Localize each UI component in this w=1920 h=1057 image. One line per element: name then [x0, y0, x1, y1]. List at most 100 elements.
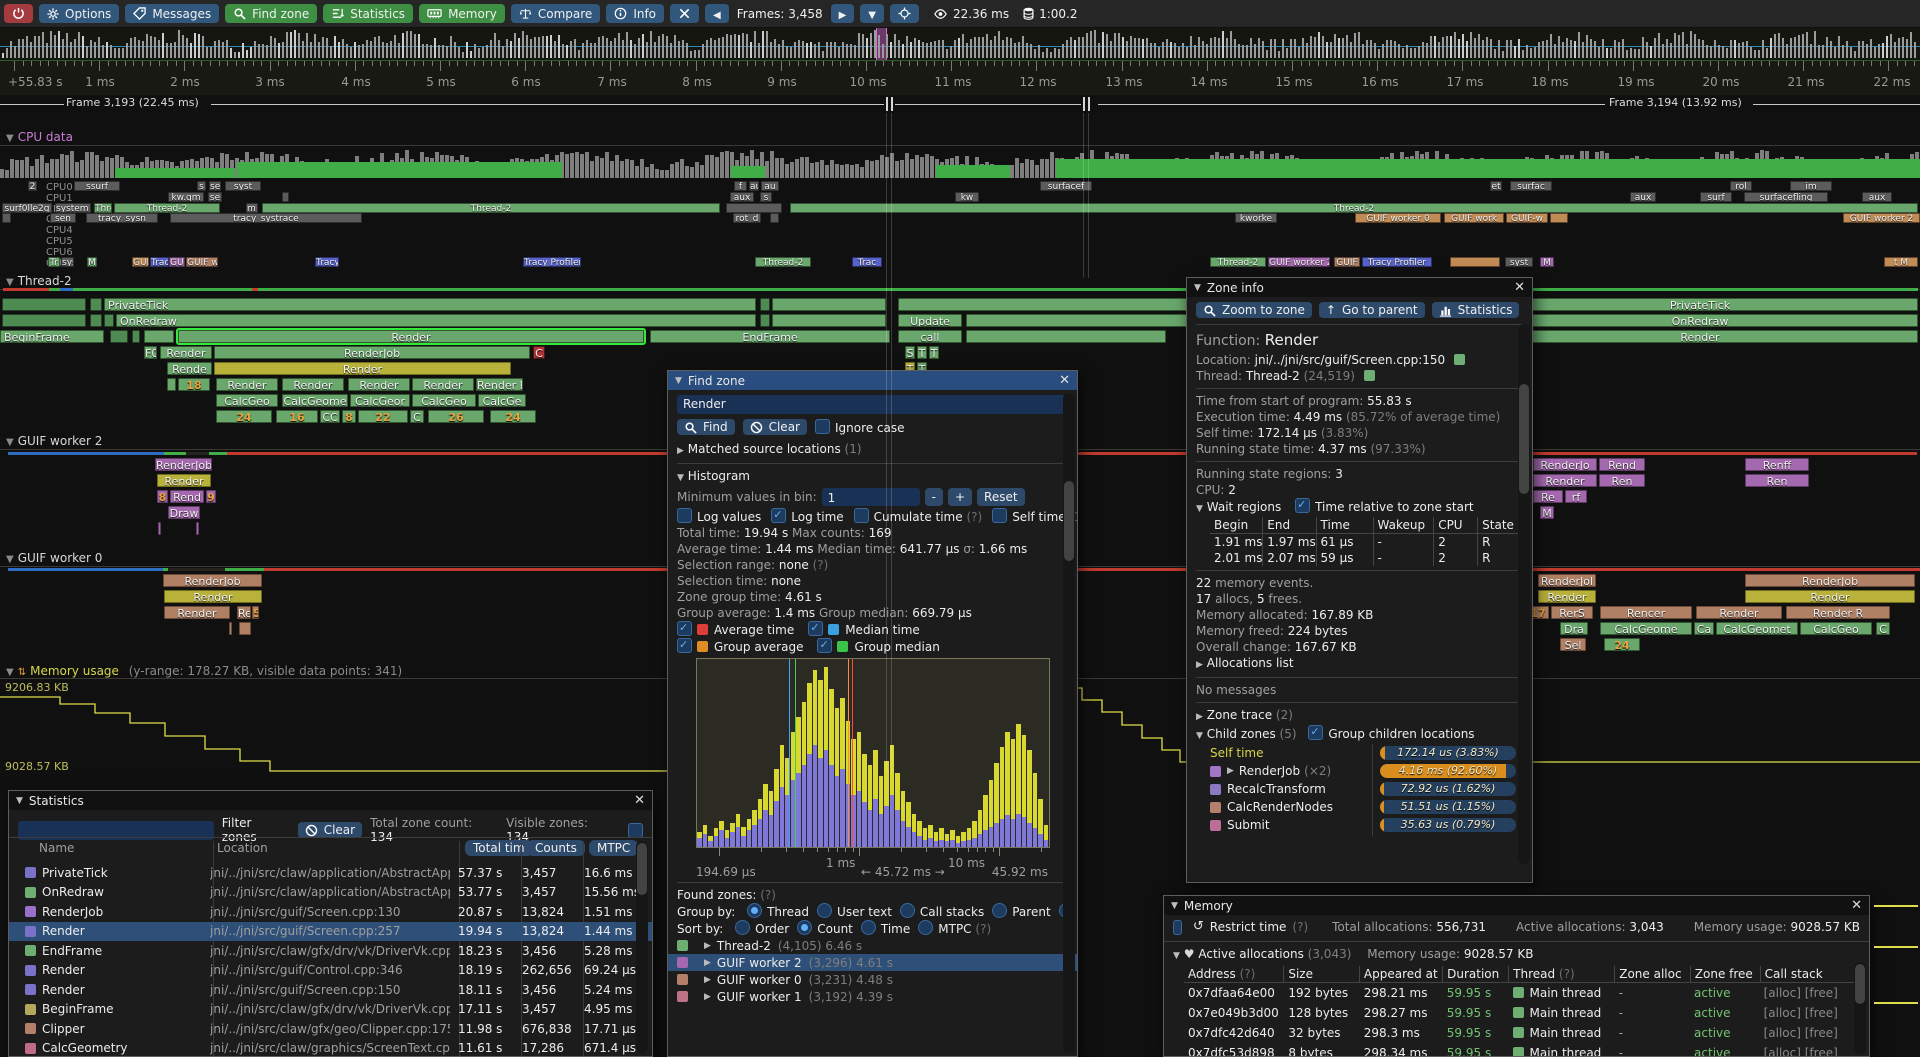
clear-button[interactable]: Clear	[742, 419, 807, 435]
group-by-radio[interactable]: User text	[817, 903, 892, 919]
zone[interactable]: OnRedraw	[1482, 314, 1918, 327]
zone[interactable]: T	[917, 346, 927, 359]
zone[interactable]	[90, 314, 102, 327]
zone[interactable]	[196, 522, 199, 535]
wait-table-row[interactable]: 2.01 ms 2.07 ms 59 µs -2 R	[1210, 550, 1523, 566]
zone[interactable]: C	[533, 346, 545, 359]
table-row[interactable]: PrivateTick jni/../jni/src/claw/applicati…	[9, 863, 652, 882]
zone[interactable]: CalcGeo	[1800, 622, 1872, 635]
table-row[interactable]: BeginFrame jni/../jni/src/claw/gfx/drv/vk…	[9, 1000, 652, 1019]
zone[interactable]: Render	[412, 378, 474, 391]
zone[interactable]: CalcGeo	[216, 394, 278, 407]
cpu-zone[interactable]: sen	[50, 213, 76, 224]
cpu-zone[interactable]: se	[208, 191, 222, 202]
cpu-zone[interactable]: syst	[225, 181, 261, 191]
col-total-time[interactable]: Total tim	[465, 840, 533, 856]
zone[interactable]	[104, 314, 114, 327]
zone[interactable]	[110, 330, 128, 343]
active-allocations-header[interactable]: ▼ ♥ Active allocations (3,043) Memory us…	[1173, 947, 1534, 961]
zone[interactable]: CalcGeor	[350, 394, 410, 407]
cpu-zone[interactable]: aux	[1630, 191, 1656, 202]
alloc-col[interactable]: Zone free	[1691, 966, 1761, 982]
thread-header-thread-2[interactable]: ▼ Thread-2	[6, 274, 72, 288]
restrict-time-checkbox[interactable]	[1173, 919, 1182, 935]
zone[interactable]: Rend	[170, 490, 204, 503]
zone-trace-header[interactable]: ▶ Zone trace (2)	[1196, 708, 1293, 722]
cpu-zone[interactable]: surfac	[1510, 181, 1552, 191]
zone[interactable]: T	[929, 346, 939, 359]
zone[interactable]	[2, 298, 86, 311]
zone[interactable]: RenderJob	[163, 574, 262, 587]
find-zone-scrollbar[interactable]	[1063, 393, 1075, 1053]
option-checkbox[interactable]: Cumulate time (?)	[853, 508, 982, 524]
zone[interactable]: Rencer	[1600, 606, 1692, 619]
zone[interactable]	[772, 314, 886, 327]
cpu-zone[interactable]: system se	[55, 202, 91, 213]
cpu-data-header[interactable]: ▼ CPU data	[6, 130, 73, 144]
sort-by-radio[interactable]: Time	[860, 920, 910, 936]
cpu-zone[interactable]: surfacefling	[1744, 191, 1828, 202]
memory-titlebar[interactable]: ▼ Memory ✕	[1164, 896, 1869, 915]
cpu-zone[interactable]: Tracy	[150, 256, 169, 267]
cpu-zone[interactable]: tracy_systrace	[170, 213, 362, 224]
cpu-zone[interactable]	[770, 213, 779, 224]
sort-by-radio[interactable]: Order	[735, 920, 789, 936]
zone[interactable]: CalcGeo	[412, 394, 476, 407]
zone-info-scrollbar[interactable]	[1518, 324, 1530, 864]
alloc-col[interactable]: Appeared at	[1360, 966, 1444, 982]
zone[interactable]: Render	[1745, 590, 1915, 603]
info-button[interactable]: Info	[606, 4, 665, 23]
zone[interactable]	[760, 298, 770, 311]
zone[interactable]: Sel	[1560, 638, 1586, 651]
zone[interactable]: Update	[898, 314, 962, 327]
cpu-zone[interactable]: Thread-2	[790, 202, 1918, 213]
group-by-radio[interactable]: Parent	[992, 903, 1051, 919]
zone[interactable]: Render	[214, 362, 511, 375]
cpu-zone[interactable]: 2	[28, 181, 37, 191]
zone[interactable]: Render	[1538, 590, 1596, 603]
zone[interactable]	[239, 622, 251, 635]
child-zone-row[interactable]: Self time 172.14 us (3.83%)	[1196, 744, 1523, 762]
zone[interactable]: 8	[342, 410, 356, 423]
statistics-button[interactable]: Statistics	[1431, 302, 1520, 318]
legend-checkbox[interactable]: Group median	[817, 637, 940, 654]
cpu-zone[interactable]: ssurf	[74, 181, 120, 191]
table-row[interactable]: Render jni/../jni/src/guif/Screen.cpp:150…	[9, 980, 652, 999]
zone[interactable]: CalcGeome	[282, 394, 348, 407]
table-row[interactable]: RenderJob jni/../jni/src/guif/Screen.cpp:…	[9, 902, 652, 921]
zone[interactable]: Render R	[1786, 606, 1890, 619]
cpu-zone[interactable]: GUIF worker 0	[1355, 213, 1441, 224]
sort-by-radio[interactable]: Count	[797, 920, 853, 936]
cpu-zone[interactable]: Thread-2	[1210, 256, 1266, 267]
found-zone-group[interactable]: ▶ GUIF worker 0 (3,231) 4.48 s	[677, 971, 1068, 988]
alloc-col[interactable]: Size	[1284, 966, 1360, 982]
cpu-zone[interactable]: GUIF-w	[1506, 213, 1548, 224]
cpu-zone[interactable]: GUIF worker 2	[1843, 213, 1920, 224]
child-zone-row[interactable]: CalcRenderNodes 51.51 us (1.15%)	[1196, 798, 1523, 816]
sort-by-radio[interactable]: MTPC	[918, 920, 972, 936]
tools-button[interactable]	[670, 4, 700, 23]
cpu-zone[interactable]: tracy_sysn	[86, 213, 158, 224]
limit-checkbox[interactable]	[628, 822, 643, 838]
decrease-button[interactable]: -	[924, 488, 943, 506]
close-icon[interactable]: ✕	[1059, 373, 1070, 388]
prev-frame-button[interactable]: ◀	[705, 4, 729, 23]
find-zone-button[interactable]: Find zone	[225, 4, 318, 23]
cpu-zone[interactable]: au	[761, 181, 779, 191]
zone[interactable]: Render	[1533, 474, 1597, 487]
zone[interactable]: Render	[160, 346, 212, 359]
cpu-zone[interactable]: GUIF	[132, 256, 149, 267]
zone[interactable]: PrivateTick	[104, 298, 756, 311]
cpu-zone[interactable]: s	[197, 181, 206, 191]
matched-source-locations[interactable]: ▶ Matched source locations (1)	[677, 442, 862, 456]
stats-scrollbar[interactable]	[636, 841, 648, 1053]
zone[interactable]: Rende	[167, 362, 212, 375]
cpu-zone[interactable]: aux	[730, 191, 754, 202]
zone[interactable]: 22	[358, 410, 408, 423]
table-row[interactable]: CalcGeometry jni/../jni/src/claw/graphics…	[9, 1039, 652, 1057]
zone[interactable]	[144, 330, 174, 343]
zone[interactable]: 18	[178, 378, 210, 391]
alloc-col[interactable]: Zone alloc	[1615, 966, 1691, 982]
min-bin-input[interactable]: 1	[821, 488, 920, 506]
reset-button[interactable]: Reset	[977, 488, 1025, 506]
